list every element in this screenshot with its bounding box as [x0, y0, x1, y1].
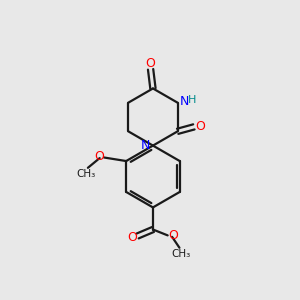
Text: N: N: [141, 139, 150, 152]
Text: O: O: [146, 57, 155, 70]
Text: CH₃: CH₃: [77, 169, 96, 179]
Text: O: O: [168, 230, 178, 242]
Text: CH₃: CH₃: [171, 249, 190, 259]
Text: O: O: [94, 150, 104, 164]
Text: N: N: [179, 95, 189, 108]
Text: O: O: [195, 120, 205, 133]
Text: O: O: [127, 231, 137, 244]
Text: H: H: [188, 95, 196, 105]
